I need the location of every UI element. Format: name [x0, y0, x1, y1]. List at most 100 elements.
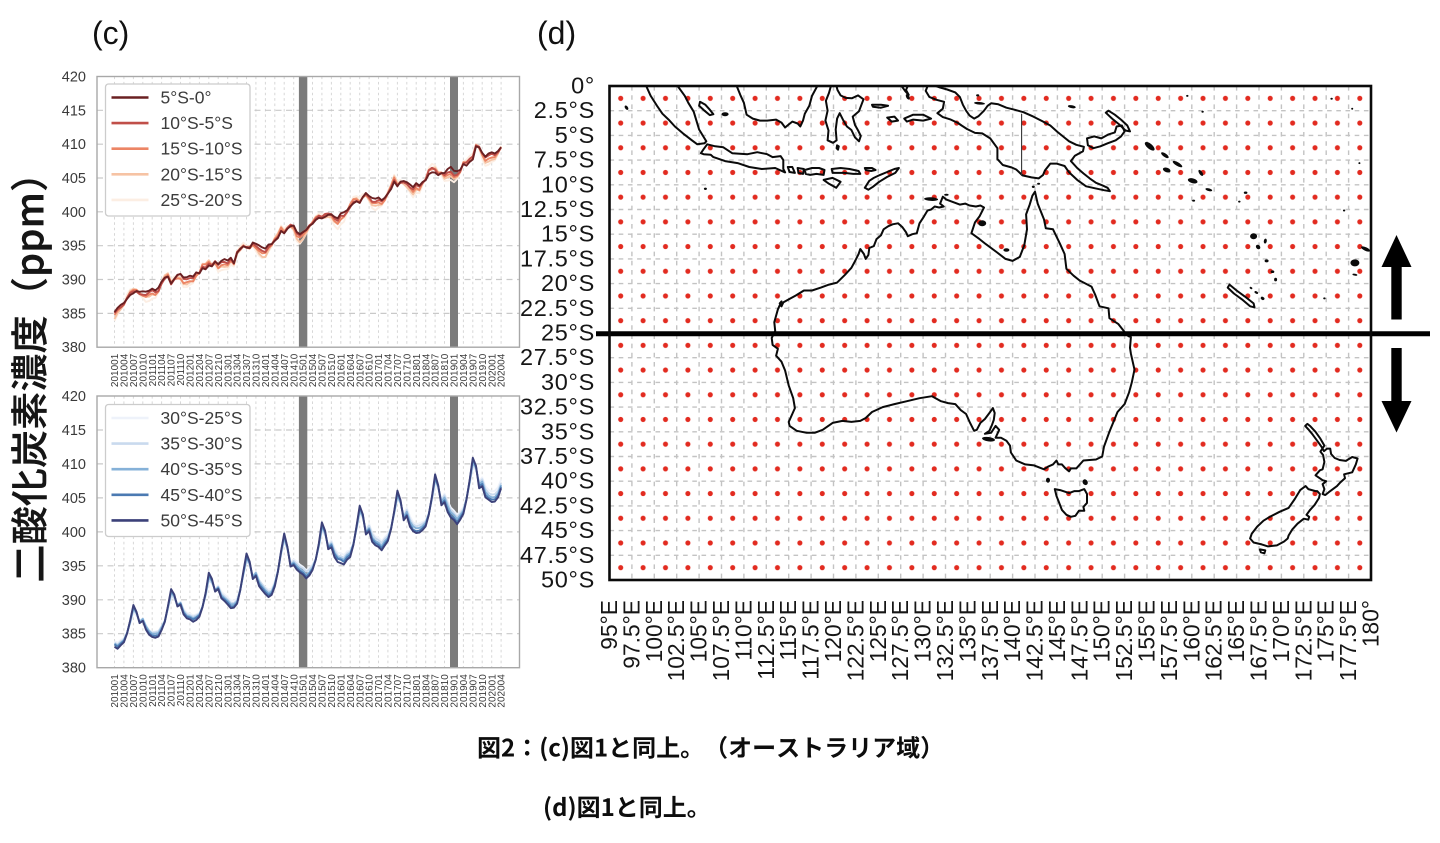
svg-text:201810: 201810: [440, 353, 451, 387]
svg-text:155°E: 155°E: [1134, 600, 1160, 662]
svg-text:201207: 201207: [204, 353, 215, 387]
svg-text:201507: 201507: [318, 674, 329, 708]
svg-text:201904: 201904: [459, 674, 470, 708]
svg-text:201601: 201601: [336, 353, 347, 387]
svg-text:201001: 201001: [110, 353, 121, 387]
svg-text:201804: 201804: [421, 674, 432, 708]
svg-text:122.5°E: 122.5°E: [842, 600, 868, 681]
svg-text:10°S: 10°S: [541, 171, 595, 197]
svg-text:380: 380: [62, 661, 86, 677]
svg-text:201204: 201204: [195, 674, 206, 708]
svg-text:415: 415: [62, 423, 86, 439]
svg-text:201404: 201404: [270, 353, 281, 387]
svg-text:100°E: 100°E: [641, 600, 667, 662]
svg-text:(c): (c): [92, 15, 129, 51]
svg-text:201701: 201701: [374, 353, 385, 387]
svg-text:201204: 201204: [195, 353, 206, 387]
svg-text:201007: 201007: [129, 674, 140, 708]
svg-text:135°E: 135°E: [954, 600, 980, 662]
svg-text:201907: 201907: [468, 674, 479, 708]
svg-text:201504: 201504: [308, 353, 319, 387]
svg-text:201501: 201501: [299, 353, 310, 387]
svg-text:27.5°S: 27.5°S: [520, 344, 595, 370]
svg-text:390: 390: [62, 273, 86, 289]
svg-text:162.5°E: 162.5°E: [1201, 600, 1227, 681]
svg-text:201604: 201604: [346, 674, 357, 708]
svg-text:201507: 201507: [318, 353, 329, 387]
svg-text:47.5°S: 47.5°S: [520, 542, 595, 568]
svg-text:201504: 201504: [308, 674, 319, 708]
svg-text:120°E: 120°E: [820, 600, 846, 662]
svg-text:102.5°E: 102.5°E: [663, 600, 689, 681]
svg-text:201904: 201904: [459, 353, 470, 387]
svg-text:201001: 201001: [110, 674, 121, 708]
svg-text:201510: 201510: [327, 353, 338, 387]
svg-text:175°E: 175°E: [1313, 600, 1339, 662]
svg-text:201004: 201004: [120, 674, 131, 708]
svg-text:202004: 202004: [497, 353, 508, 387]
svg-text:201801: 201801: [412, 674, 423, 708]
svg-text:201010: 201010: [138, 353, 149, 387]
svg-text:201404: 201404: [270, 674, 281, 708]
svg-text:125°E: 125°E: [865, 600, 891, 662]
svg-text:42.5°S: 42.5°S: [520, 492, 595, 518]
svg-text:112.5°E: 112.5°E: [753, 600, 779, 680]
svg-text:201410: 201410: [289, 674, 300, 708]
svg-text:97.5°E: 97.5°E: [618, 600, 644, 669]
svg-text:410: 410: [62, 137, 86, 153]
svg-text:201407: 201407: [280, 353, 291, 387]
svg-text:201801: 201801: [412, 353, 423, 387]
svg-text:107.5°E: 107.5°E: [708, 600, 734, 681]
svg-text:30°S: 30°S: [541, 369, 595, 395]
svg-text:45°S-40°S: 45°S-40°S: [161, 485, 243, 505]
svg-text:201007: 201007: [129, 353, 140, 387]
svg-text:201310: 201310: [252, 353, 263, 387]
svg-text:201201: 201201: [186, 353, 197, 387]
svg-text:110°E: 110°E: [730, 600, 756, 661]
svg-text:405: 405: [62, 491, 86, 507]
svg-text:385: 385: [62, 306, 86, 322]
svg-text:201201: 201201: [186, 674, 197, 708]
svg-text:201304: 201304: [233, 353, 244, 387]
svg-text:2.5°S: 2.5°S: [534, 97, 595, 123]
svg-text:201110: 201110: [176, 353, 187, 385]
svg-text:201601: 201601: [336, 674, 347, 708]
svg-text:201304: 201304: [233, 674, 244, 708]
svg-text:400: 400: [62, 205, 86, 221]
svg-text:32.5°S: 32.5°S: [520, 394, 595, 420]
svg-text:201401: 201401: [261, 674, 272, 708]
svg-text:40°S-35°S: 40°S-35°S: [161, 459, 243, 479]
svg-text:201407: 201407: [280, 674, 291, 708]
svg-text:410: 410: [62, 457, 86, 473]
svg-text:201210: 201210: [214, 353, 225, 387]
svg-text:35°S-30°S: 35°S-30°S: [161, 434, 243, 454]
svg-text:137.5°E: 137.5°E: [977, 600, 1003, 681]
svg-text:395: 395: [62, 239, 86, 255]
svg-text:201704: 201704: [384, 674, 395, 708]
svg-text:180°: 180°: [1358, 600, 1384, 647]
svg-text:201004: 201004: [120, 353, 131, 387]
svg-text:(d): (d): [537, 15, 576, 51]
svg-text:142.5°E: 142.5°E: [1022, 600, 1048, 681]
svg-text:202004: 202004: [497, 674, 508, 708]
svg-text:380: 380: [62, 340, 86, 356]
svg-text:152.5°E: 152.5°E: [1111, 600, 1137, 681]
svg-text:201710: 201710: [402, 353, 413, 387]
svg-text:201704: 201704: [384, 353, 395, 387]
svg-text:201610: 201610: [365, 353, 376, 387]
svg-text:201410: 201410: [289, 353, 300, 387]
svg-text:201101: 201101: [148, 674, 159, 707]
svg-text:201101: 201101: [148, 353, 159, 386]
svg-text:40°S: 40°S: [541, 468, 595, 494]
svg-text:170°E: 170°E: [1268, 600, 1294, 662]
svg-text:201301: 201301: [223, 353, 234, 387]
svg-text:202001: 202001: [487, 674, 498, 708]
svg-text:201901: 201901: [450, 353, 461, 387]
svg-text:132.5°E: 132.5°E: [932, 600, 958, 681]
svg-text:172.5°E: 172.5°E: [1290, 600, 1316, 681]
svg-text:420: 420: [62, 389, 86, 405]
svg-text:420: 420: [62, 70, 86, 86]
svg-text:201107: 201107: [167, 674, 178, 707]
svg-text:201610: 201610: [365, 674, 376, 708]
svg-text:140°E: 140°E: [999, 600, 1025, 662]
